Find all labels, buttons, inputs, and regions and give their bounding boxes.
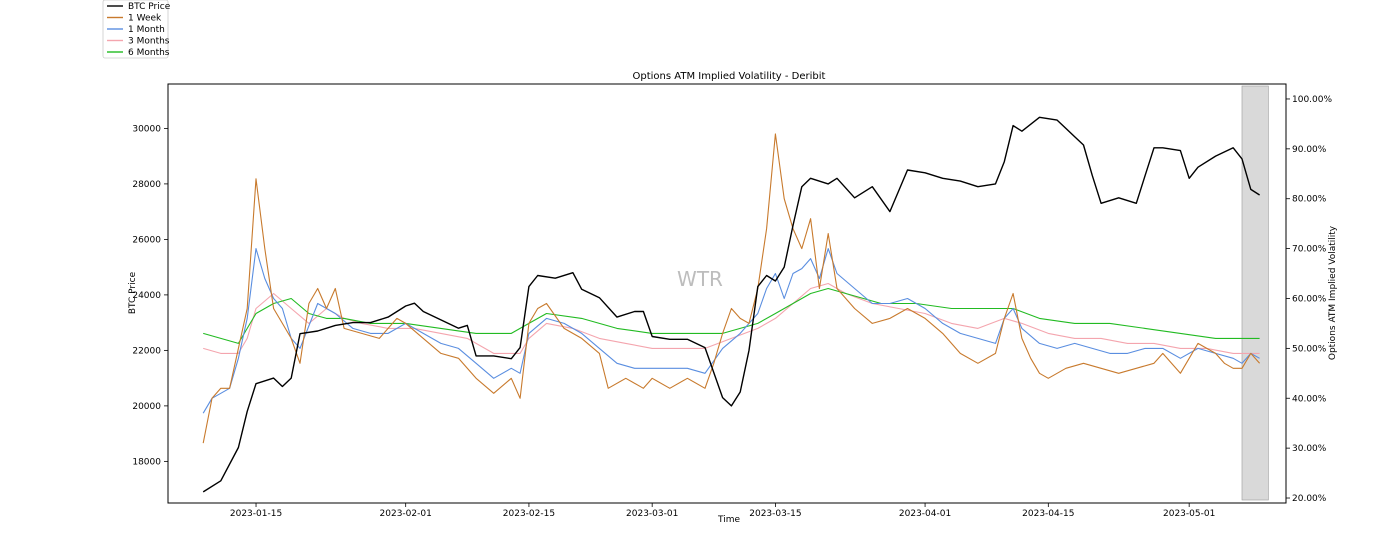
- right-tick-label: 20.00%: [1292, 494, 1327, 504]
- right-tick-label: 70.00%: [1292, 245, 1327, 255]
- right-axis-label: Options ATM Implied Volatility: [1328, 225, 1338, 360]
- watermark: WTR: [677, 267, 723, 291]
- series-line-3-months: [203, 282, 1260, 354]
- legend-label-1-week: 1 Week: [128, 14, 162, 24]
- right-tick-label: 60.00%: [1292, 294, 1327, 304]
- left-tick-label: 22000: [132, 346, 161, 356]
- legend-label-btc-price: BTC Price: [128, 2, 171, 12]
- right-tick-label: 30.00%: [1292, 444, 1327, 454]
- x-tick-label: 2023-02-15: [503, 509, 555, 519]
- series-lines: [202, 116, 1261, 493]
- x-tick-label: 2023-04-01: [899, 509, 951, 519]
- left-tick-label: 20000: [132, 402, 161, 412]
- x-tick-label: 2023-02-01: [380, 509, 432, 519]
- x-tick-label: 2023-04-15: [1022, 509, 1074, 519]
- chart-title: Options ATM Implied Volatility - Deribit: [633, 71, 826, 82]
- right-tick-label: 40.00%: [1292, 394, 1327, 404]
- x-tick-label: 2023-05-01: [1163, 509, 1215, 519]
- x-tick-label: 2023-01-15: [230, 509, 282, 519]
- left-tick-label: 28000: [132, 180, 161, 190]
- series-line-1-week: [202, 133, 1261, 444]
- legend: BTC Price 1 Week 1 Month 3 Months 6 Mont…: [102, 0, 171, 59]
- series-line-1-month: [202, 248, 1260, 414]
- right-axis-ticks: 20.00% 30.00% 40.00% 50.00% 60.00% 70.00% 80.0…: [1286, 95, 1332, 504]
- x-tick-label: 2023-03-01: [626, 509, 678, 519]
- series-line-6-months: [203, 287, 1260, 344]
- left-axis-label: BTC Price: [128, 271, 138, 314]
- left-tick-label: 18000: [132, 457, 161, 467]
- left-tick-label: 24000: [132, 291, 161, 301]
- right-tick-label: 50.00%: [1292, 344, 1327, 354]
- right-tick-label: 80.00%: [1292, 195, 1327, 205]
- legend-box: [102, 0, 169, 59]
- left-tick-label: 30000: [132, 124, 161, 134]
- right-tick-label: 90.00%: [1292, 145, 1327, 155]
- x-axis-ticks: 2023-01-15 2023-02-01 2023-02-15 2023-03-01…: [230, 503, 1215, 519]
- right-tick-label: 100.00%: [1292, 95, 1332, 105]
- legend-label-6-months: 6 Months: [128, 48, 170, 58]
- left-tick-label: 26000: [132, 235, 161, 245]
- left-axis-ticks: 18000 20000 22000 24000 26000 28000 30000: [132, 124, 168, 467]
- legend-label-3-months: 3 Months: [128, 37, 170, 47]
- x-tick-label: 2023-03-15: [749, 509, 801, 519]
- series-line-btc-price: [202, 116, 1260, 493]
- legend-label-1-month: 1 Month: [128, 25, 165, 35]
- plot-frame: [167, 83, 1287, 504]
- highlight-span: [1241, 85, 1269, 501]
- x-axis-label: Time: [717, 515, 740, 525]
